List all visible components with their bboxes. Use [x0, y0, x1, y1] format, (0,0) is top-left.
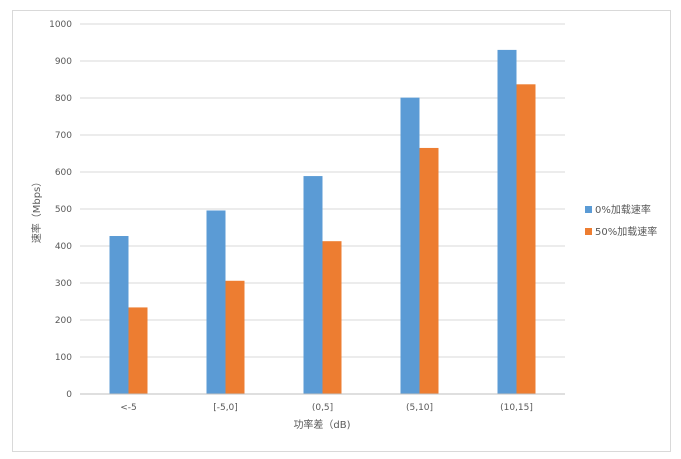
y-axis-ticks: 0 100 200 300 400 500 600 700 800 900 1000 — [49, 20, 72, 400]
y-axis-title: 速率（Mbps） — [30, 177, 43, 244]
x-axis-title: 功率差（dB) — [293, 418, 350, 431]
y-tick-label: 900 — [55, 57, 72, 67]
bar-series-50pct — [419, 147, 439, 394]
bar-series-0pct — [109, 236, 129, 394]
y-tick-label: 100 — [55, 353, 72, 363]
y-tick-label: 1000 — [49, 20, 72, 30]
legend-swatch — [585, 206, 592, 213]
bar-series-0pct — [206, 210, 226, 394]
x-tick-label: (0,5] — [312, 403, 333, 413]
x-tick-label: [-5,0] — [213, 403, 238, 413]
bar-series-50pct — [225, 280, 245, 394]
legend-label: 0%加载速率 — [595, 203, 651, 216]
x-axis-ticks: <-5 [-5,0] (0,5] (5,10] (10,15] — [120, 403, 533, 413]
bar-series-50pct — [128, 307, 148, 394]
bar-series-50pct — [322, 241, 342, 394]
y-tick-label: 600 — [55, 168, 72, 178]
x-tick-label: (10,15] — [500, 403, 533, 413]
legend: 0%加载速率 50%加载速率 — [585, 203, 657, 238]
y-tick-label: 800 — [55, 94, 72, 104]
y-tick-label: 700 — [55, 131, 72, 141]
bar-series-0pct — [400, 97, 420, 394]
bar-series-50pct — [516, 84, 536, 394]
x-tick-label: (5,10] — [406, 403, 433, 413]
bars — [109, 49, 536, 395]
y-tick-label: 0 — [66, 390, 72, 400]
y-tick-label: 500 — [55, 205, 72, 215]
y-tick-label: 400 — [55, 242, 72, 252]
bar-series-0pct — [497, 49, 517, 395]
y-tick-label: 200 — [55, 316, 72, 326]
gridlines — [80, 23, 565, 358]
legend-label: 50%加载速率 — [595, 225, 657, 238]
legend-swatch — [585, 228, 592, 235]
x-tick-label: <-5 — [120, 403, 137, 413]
y-tick-label: 300 — [55, 279, 72, 289]
bar-series-0pct — [303, 176, 323, 394]
